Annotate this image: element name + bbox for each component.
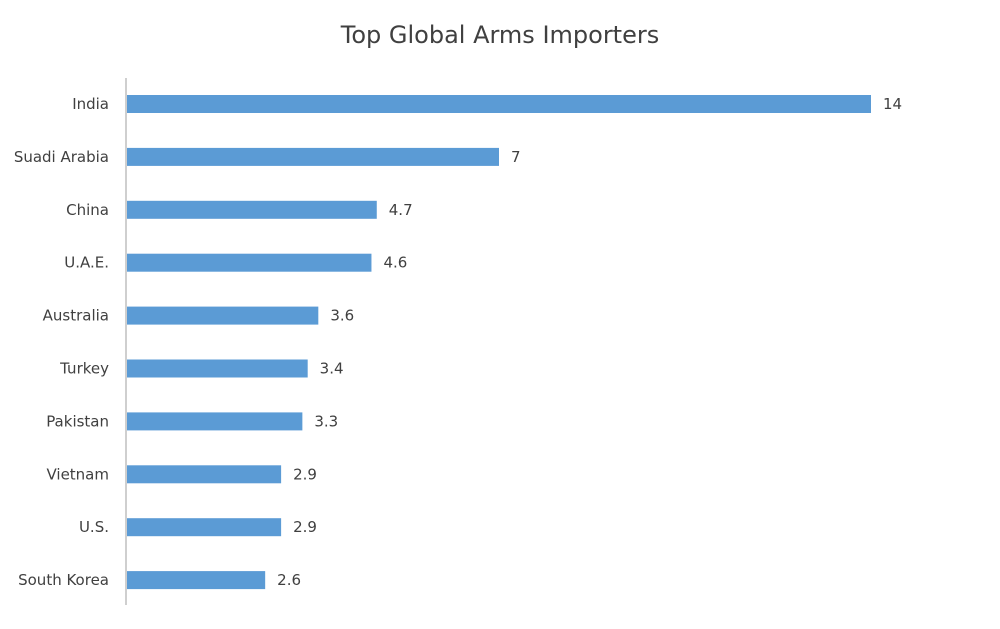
category-label: Pakistan [46,412,109,430]
chart-title: Top Global Arms Importers [340,21,659,49]
bar-south-korea [127,571,266,590]
bar-u-s [127,518,282,537]
data-label: 2.9 [293,518,317,536]
category-label: U.A.E. [64,254,109,272]
bar-u-a-e [127,253,372,272]
category-label: India [72,95,109,113]
bar-turkey [127,359,308,378]
data-label: 2.9 [293,465,317,483]
data-label: 3.6 [330,307,354,325]
category-label: Vietnam [46,465,109,483]
bar-china [127,200,377,219]
bar-pakistan [127,412,303,431]
category-label: China [66,201,109,219]
bar-australia [127,306,319,325]
data-label: 3.4 [320,360,344,378]
data-label: 4.6 [383,254,407,272]
bars-layer [127,95,871,590]
category-label: South Korea [18,571,109,589]
data-label: 4.7 [389,201,413,219]
data-label: 14 [883,95,902,113]
bar-suadi-arabia [127,147,499,166]
data-label: 3.3 [314,412,338,430]
category-label: U.S. [79,518,109,536]
labels-layer: India 14 Suadi Arabia 7 China 4.7 U.A.E. 4.6 Aus… [14,95,902,589]
data-label: 2.6 [277,571,301,589]
data-label: 7 [511,148,521,166]
bar-india [127,95,871,113]
bar-vietnam [127,465,282,484]
category-label: Suadi Arabia [14,148,109,166]
category-label: Turkey [59,360,109,378]
category-label: Australia [43,307,109,325]
